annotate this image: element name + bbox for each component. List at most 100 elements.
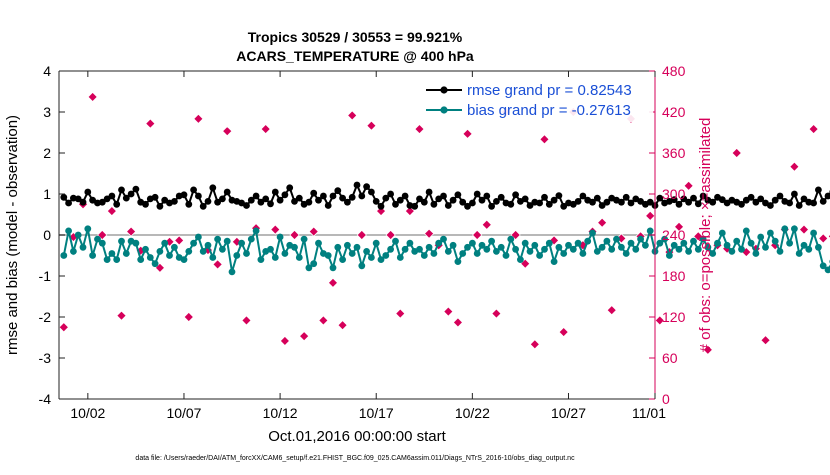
bias-point	[243, 250, 250, 257]
rmse-point	[483, 192, 491, 200]
rmse-point	[776, 192, 784, 200]
bias-point	[416, 245, 423, 253]
bias-point	[661, 235, 668, 243]
rmse-point	[142, 200, 149, 208]
bias-point	[300, 235, 308, 243]
bias-point	[204, 241, 212, 249]
obs-possible-marker	[260, 123, 271, 135]
rmse-point	[526, 202, 534, 209]
rmse-point	[795, 202, 803, 209]
obs-possible-marker	[318, 315, 329, 326]
bias-point	[791, 225, 798, 233]
rmse-point	[507, 200, 515, 208]
rmse-point	[579, 192, 587, 200]
bias-point	[810, 229, 817, 237]
rmse-point	[363, 183, 370, 191]
bias-point	[223, 237, 231, 245]
bias-point	[358, 262, 366, 270]
obs-possible-marker	[596, 217, 608, 228]
bias-point	[733, 237, 741, 245]
rmse-point	[603, 198, 611, 206]
rmse-point	[810, 199, 817, 207]
rmse-point	[478, 196, 486, 204]
bias-point	[497, 243, 505, 251]
obs-possible-marker	[298, 330, 310, 342]
y2-tick-label: 420	[662, 104, 686, 120]
rmse-point	[824, 192, 830, 200]
rmse-point	[324, 202, 332, 209]
rmse-point	[209, 184, 217, 192]
obs-possible-marker	[798, 224, 810, 235]
bias-point	[680, 239, 688, 247]
bias-point	[324, 252, 332, 259]
bias-point	[267, 245, 274, 253]
rmse-point	[622, 193, 630, 201]
bias-point	[430, 250, 438, 257]
y2-tick-label: 240	[662, 227, 686, 243]
rmse-point	[60, 193, 68, 201]
rmse-point	[646, 198, 654, 206]
rmse-point	[694, 200, 702, 208]
rmse-point	[339, 194, 346, 202]
obs-possible-marker	[452, 317, 464, 328]
bias-point	[209, 254, 217, 261]
obs-possible-marker	[683, 180, 694, 191]
chart-title: Tropics 30529 / 30553 = 99.921%	[248, 29, 463, 45]
rmse-point	[108, 192, 116, 200]
bias-point	[536, 252, 543, 259]
obs-possible-marker	[308, 226, 319, 237]
bias-point	[584, 237, 592, 245]
bias-point	[65, 227, 72, 235]
bias-point	[103, 256, 111, 263]
rmse-point	[464, 202, 471, 210]
rmse-point	[555, 192, 563, 200]
bias-point	[151, 260, 159, 268]
bias-point	[406, 239, 414, 247]
footnote: data file: /Users/raeder/DAI/ATM_forcXX/…	[135, 455, 575, 462]
obs-possible-marker	[654, 315, 665, 326]
rmse-point	[430, 200, 438, 208]
rmse-point	[493, 198, 500, 205]
obs-possible-marker	[731, 147, 742, 159]
bias-point	[392, 237, 399, 245]
y2-axis-label: # of obs: o=possible; ×=assimilated	[697, 118, 714, 353]
rmse-point	[329, 192, 337, 200]
bias-point	[281, 250, 289, 257]
x-tick-label: 10/02	[70, 405, 105, 421]
bias-point	[728, 248, 736, 255]
bias-point	[449, 241, 457, 249]
obs-possible-marker	[558, 326, 569, 338]
bias-point	[786, 239, 793, 247]
rmse-point	[190, 186, 198, 194]
bias-point	[699, 235, 707, 243]
y-tick-label: 3	[43, 104, 51, 120]
bias-point	[603, 237, 611, 245]
obs-possible-marker	[529, 339, 541, 350]
bias-point	[79, 243, 87, 251]
rmse-point	[699, 192, 707, 200]
obs-possible-marker	[404, 205, 416, 217]
bias-point	[464, 243, 471, 251]
rmse-point	[767, 202, 774, 209]
obs-possible-marker	[222, 125, 233, 137]
obs-possible-marker	[241, 315, 252, 326]
bias-point	[656, 239, 664, 247]
bias-point	[709, 250, 717, 257]
rmse-point	[560, 202, 568, 210]
obs-possible-marker	[164, 236, 175, 247]
y2-tick-label: 60	[662, 350, 678, 366]
obs-possible-marker	[145, 118, 156, 129]
obs-possible-marker	[212, 259, 223, 270]
rmse-point	[353, 181, 361, 189]
rmse-point	[98, 198, 106, 206]
bias-point	[252, 227, 260, 235]
bias-point	[353, 243, 361, 251]
bias-point	[435, 239, 443, 247]
obs-possible-marker	[702, 344, 714, 355]
x-axis-label: Oct.01,2016 00:00:00 start	[268, 428, 446, 445]
rmse-point	[454, 191, 462, 199]
rmse-point	[252, 192, 260, 200]
rmse-point	[680, 195, 688, 203]
obs-possible-marker	[183, 311, 194, 323]
rmse-point	[377, 202, 385, 210]
